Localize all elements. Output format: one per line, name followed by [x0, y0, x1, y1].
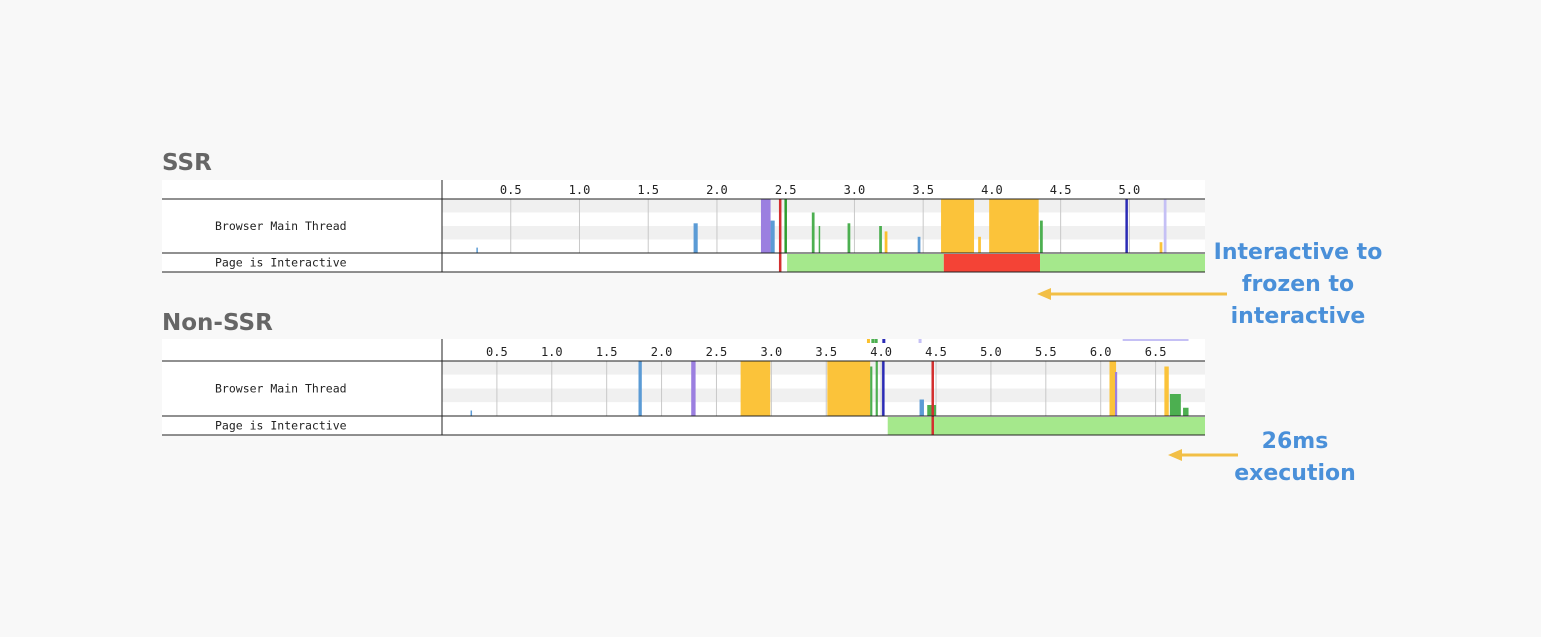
activity-bar — [476, 247, 478, 253]
x-tick-label: 5.0 — [980, 345, 1002, 359]
row-label-interactive: Page is Interactive — [215, 256, 347, 270]
x-tick-label: 4.5 — [1050, 183, 1072, 197]
activity-bar — [1109, 361, 1117, 416]
row-label-main-thread: Browser Main Thread — [215, 382, 347, 396]
activity-bar — [847, 223, 851, 253]
thread-row-stripe — [442, 388, 1205, 403]
interactive-segment — [887, 417, 1205, 435]
x-tick-label: 2.0 — [651, 345, 673, 359]
activity-bar — [1163, 199, 1167, 253]
row-label-main-thread: Browser Main Thread — [215, 219, 347, 233]
top-band — [1122, 339, 1189, 341]
activity-bar — [811, 212, 815, 253]
activity-bar — [693, 223, 698, 253]
thread-row-stripe — [442, 361, 1205, 375]
activity-bar — [919, 399, 924, 416]
thread-row-stripe — [442, 212, 1205, 226]
activity-bar — [770, 220, 775, 253]
top-tick-mark — [874, 339, 878, 343]
activity-bar — [818, 226, 821, 253]
x-tick-label: 1.5 — [637, 183, 659, 197]
activity-bar — [1159, 242, 1163, 253]
x-tick-label: 6.5 — [1145, 345, 1167, 359]
x-tick-label: 2.5 — [775, 183, 797, 197]
activity-bar — [978, 236, 981, 253]
interactive-segment — [943, 254, 1041, 272]
activity-bar — [691, 361, 696, 416]
activity-bar — [470, 410, 473, 416]
x-tick-label: 3.0 — [761, 345, 783, 359]
x-tick-label: 1.0 — [541, 345, 563, 359]
top-tick-mark — [866, 339, 870, 343]
activity-bar — [1183, 407, 1189, 416]
x-tick-label: 3.0 — [844, 183, 866, 197]
x-tick-label: 2.5 — [706, 345, 728, 359]
x-tick-label: 5.0 — [1119, 183, 1141, 197]
non-ssr-annotation: 26ms execution — [1234, 429, 1356, 486]
x-tick-label: 0.5 — [486, 345, 508, 359]
x-tick-label: 5.5 — [1035, 345, 1057, 359]
activity-bar — [917, 236, 921, 253]
non-ssr-annotation-arrow — [1168, 449, 1238, 461]
activity-bar — [941, 199, 975, 253]
ssr-title: SSR — [162, 150, 212, 176]
thread-row-stripe — [442, 199, 1205, 213]
activity-bar — [884, 231, 888, 253]
x-tick-label: 4.0 — [870, 345, 892, 359]
activity-bar — [760, 199, 771, 253]
activity-bar — [879, 226, 882, 253]
thread-row-stripe — [442, 239, 1205, 253]
x-tick-label: 3.5 — [815, 345, 837, 359]
x-tick-label: 1.0 — [569, 183, 591, 197]
non-ssr-timeline-chart: 0.5 1.0 1.5 2.0 2.5 3.0 3.5 4.0 4.5 5.0 5.5 6.0 6.5 B… — [162, 339, 1205, 436]
activity-bar — [827, 361, 871, 416]
thread-row-stripe — [442, 402, 1205, 416]
activity-bar — [875, 361, 878, 416]
activity-bar — [638, 361, 642, 416]
ssr-annotation: Interactive to frozen to interactive — [1213, 240, 1383, 329]
interactive-segment — [1040, 254, 1205, 272]
activity-bar — [1040, 220, 1043, 253]
top-tick-mark — [918, 339, 922, 343]
row-label-interactive: Page is Interactive — [215, 419, 347, 433]
activity-bar — [1169, 394, 1181, 416]
activity-bar — [1164, 366, 1169, 416]
x-tick-label: 0.5 — [500, 183, 522, 197]
x-tick-label: 3.5 — [912, 183, 934, 197]
x-tick-label: 4.5 — [925, 345, 947, 359]
ssr-timeline-chart: 0.5 1.0 1.5 2.0 2.5 3.0 3.5 4.0 4.5 5.0 Browser Ma… — [162, 180, 1205, 273]
x-tick-label: 2.0 — [706, 183, 728, 197]
activity-bar — [740, 361, 771, 416]
x-tick-label: 6.0 — [1090, 345, 1112, 359]
activity-bar — [989, 199, 1039, 253]
thread-row-stripe — [442, 226, 1205, 240]
ssr-annotation-arrow — [1037, 288, 1227, 300]
interactive-segment — [787, 254, 944, 272]
thread-row-stripe — [442, 374, 1205, 389]
non-ssr-title: Non-SSR — [162, 310, 273, 336]
top-tick-mark — [871, 339, 875, 343]
x-tick-label: 1.5 — [596, 345, 618, 359]
x-tick-label: 4.0 — [981, 183, 1003, 197]
activity-bar — [1114, 372, 1118, 416]
activity-bar — [870, 366, 873, 416]
top-tick-mark — [882, 339, 886, 343]
